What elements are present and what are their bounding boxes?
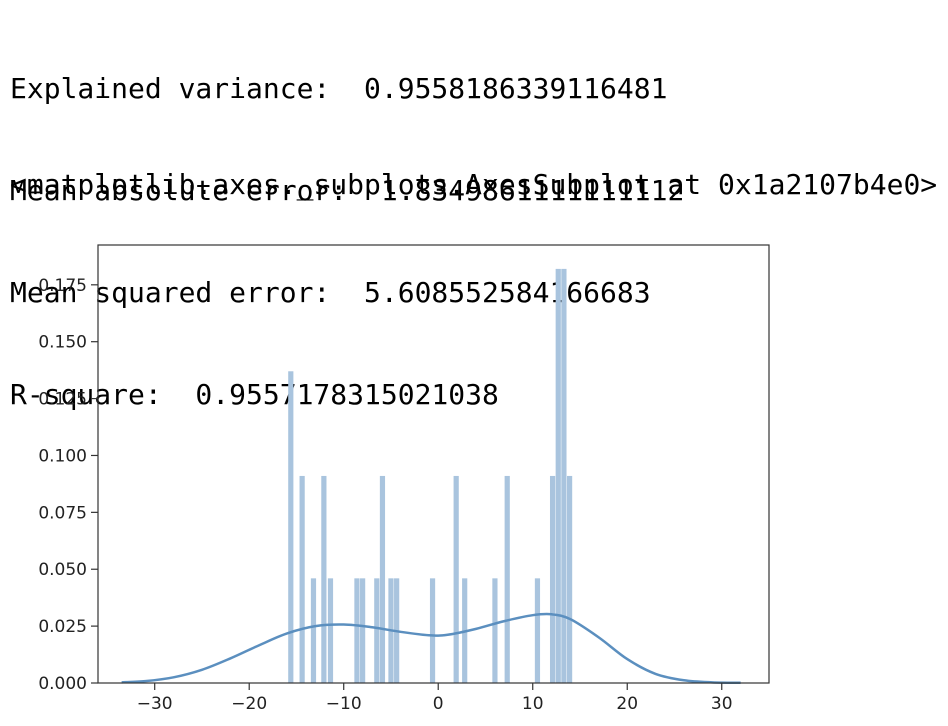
y-axis-ticks: 0.000 0.025 0.050 0.075 0.100 0.125 0.150 0.175 [38, 276, 98, 694]
x-tick-label-0: −30 [137, 694, 173, 714]
x-tick-label-3: 0 [433, 694, 444, 714]
histogram-bar-12 [453, 475, 459, 683]
histogram-bar-11 [429, 578, 436, 683]
histogram-bar-7 [374, 578, 380, 683]
histogram-bar-14 [492, 578, 498, 683]
histogram-bar-8 [379, 475, 386, 683]
histogram-bar-3 [321, 475, 327, 683]
histogram-bar-6 [360, 578, 366, 683]
histogram-bar-2 [310, 578, 317, 683]
histogram-bar-18 [555, 268, 561, 683]
x-tick-label-1: −20 [231, 694, 267, 714]
histogram-bar-20 [566, 475, 573, 683]
axes-frame [97, 244, 770, 684]
histogram-bar-5 [354, 578, 360, 683]
histogram-bar-4 [327, 578, 334, 683]
histogram-bar-17 [549, 475, 556, 683]
y-tick-label-0: 0.000 [38, 674, 87, 694]
x-tick-label-5: 20 [616, 694, 638, 714]
x-tick-label-4: 10 [522, 694, 544, 714]
histogram-bar-19 [561, 268, 567, 683]
histogram-bar-0 [288, 371, 294, 683]
histogram-bars [288, 268, 573, 683]
x-axis-ticks: −30 −20 −10 0 10 20 30 [137, 683, 733, 714]
y-tick-label-5: 0.125 [38, 390, 87, 410]
axes-repr-output: <matplotlib.axes._subplots.AxesSubplot a… [10, 168, 938, 201]
kde-curve [121, 612, 741, 685]
y-tick-label-1: 0.025 [38, 617, 87, 637]
y-tick-label-7: 0.175 [38, 276, 87, 296]
y-tick-label-4: 0.100 [38, 446, 87, 466]
explained-variance-line: Explained variance: 0.9558186339116481 [10, 72, 668, 105]
x-tick-label-2: −10 [326, 694, 362, 714]
r-square-line: R-square: 0.9557178315021038 [10, 378, 499, 411]
histogram-bar-15 [504, 475, 510, 683]
metrics-output: Explained variance: 0.9558186339116481 M… [10, 4, 684, 446]
mean-absolute-error-line: Mean absolute error: 1.8349861111111112 [10, 174, 685, 207]
x-tick-label-6: 30 [711, 694, 733, 714]
mean-squared-error-line: Mean squared error: 5.608552584166683 [10, 276, 651, 309]
y-tick-label-2: 0.050 [38, 560, 87, 580]
y-tick-label-6: 0.150 [38, 333, 87, 353]
histogram-bar-16 [534, 578, 541, 683]
histogram-bar-1 [299, 475, 305, 683]
y-tick-label-3: 0.075 [38, 503, 87, 523]
